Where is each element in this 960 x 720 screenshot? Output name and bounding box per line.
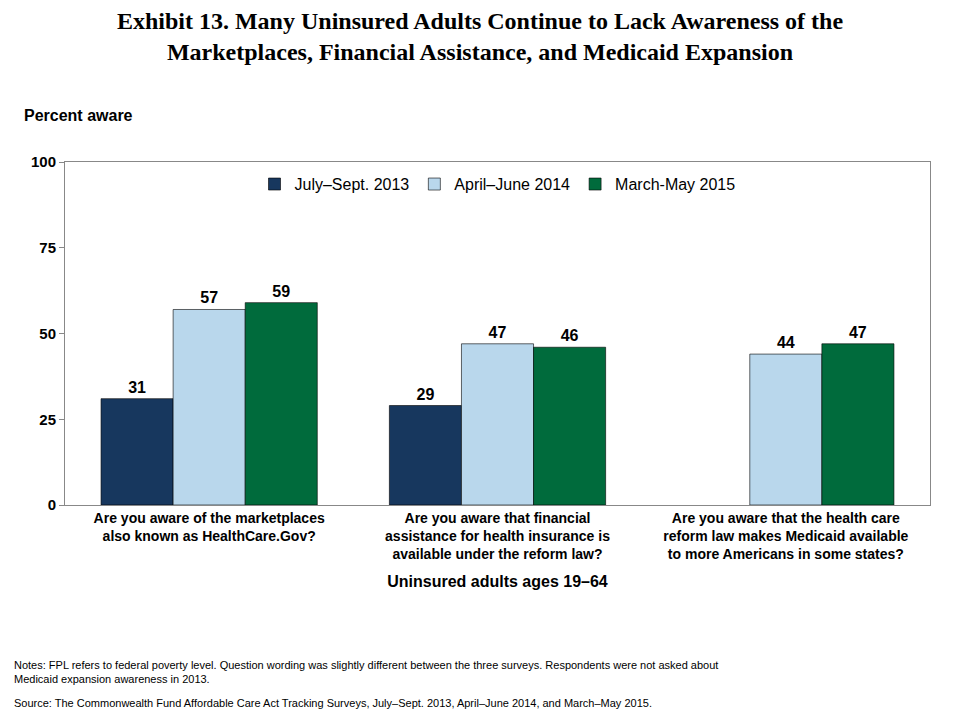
svg-text:Uninsured adults ages 19–64: Uninsured adults ages 19–64 — [387, 573, 608, 590]
svg-text:Source: The Commonwealth Fund: Source: The Commonwealth Fund Affordable… — [14, 697, 652, 709]
svg-text:46: 46 — [561, 327, 579, 344]
svg-text:50: 50 — [39, 325, 56, 342]
svg-text:Are you aware that the health: Are you aware that the health carereform… — [663, 510, 908, 562]
svg-text:Are you aware of the marketpla: Are you aware of the marketplacesalso kn… — [94, 510, 325, 544]
svg-text:29: 29 — [416, 386, 434, 403]
svg-text:57: 57 — [200, 289, 218, 306]
svg-text:April–June 2014: April–June 2014 — [454, 176, 570, 193]
svg-text:Are you aware that financialas: Are you aware that financialassistance f… — [385, 510, 610, 562]
svg-text:March-May 2015: March-May 2015 — [615, 176, 735, 193]
svg-text:31: 31 — [128, 379, 146, 396]
svg-text:100: 100 — [31, 153, 56, 170]
svg-text:Percent aware: Percent aware — [24, 107, 133, 124]
svg-text:59: 59 — [272, 283, 290, 300]
svg-text:25: 25 — [39, 411, 56, 428]
svg-text:July–Sept. 2013: July–Sept. 2013 — [295, 176, 410, 193]
svg-text:Notes: FPL refers to federal p: Notes: FPL refers to federal poverty lev… — [14, 659, 718, 685]
svg-text:75: 75 — [39, 239, 56, 256]
svg-text:44: 44 — [777, 334, 795, 351]
svg-text:0: 0 — [48, 496, 56, 513]
svg-text:47: 47 — [489, 324, 507, 341]
svg-text:Exhibit 13. Many Uninsured Adu: Exhibit 13. Many Uninsured Adults Contin… — [117, 8, 843, 65]
svg-text:47: 47 — [849, 324, 867, 341]
